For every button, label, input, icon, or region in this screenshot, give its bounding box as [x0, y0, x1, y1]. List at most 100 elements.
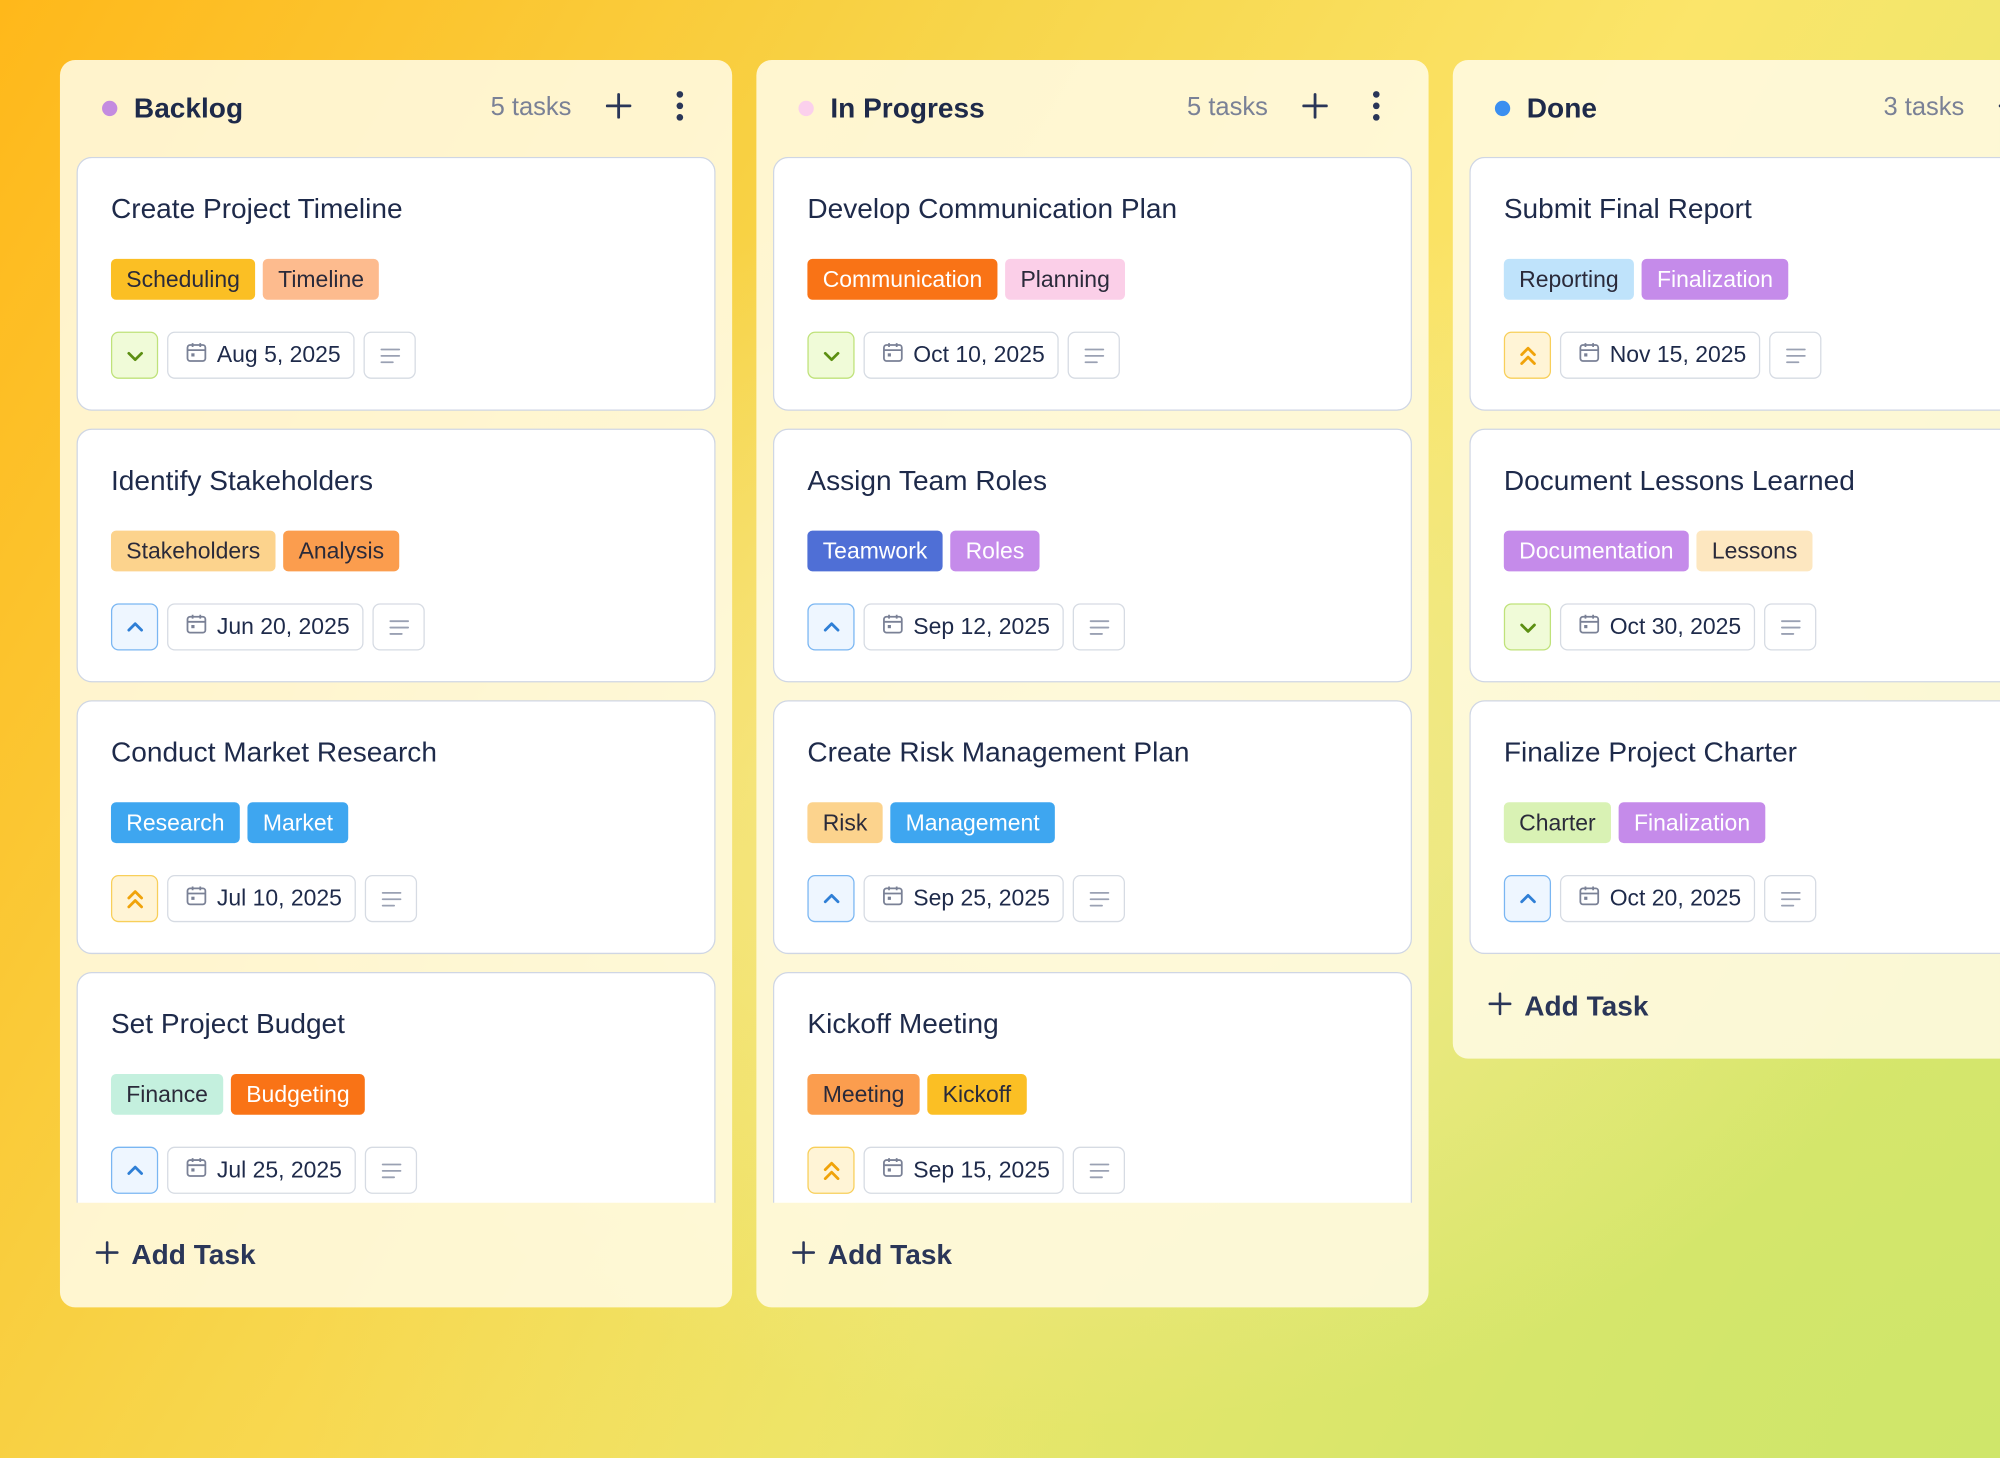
menu-button[interactable] — [1371, 91, 1381, 128]
task-card[interactable]: Document Lessons Learned Documentation Les… — [1469, 428, 2000, 683]
description-icon[interactable] — [1769, 331, 1822, 379]
priority-icon[interactable] — [807, 874, 855, 923]
due-date[interactable]: Sep 15, 2025 — [863, 1146, 1064, 1194]
add-button[interactable] — [605, 92, 632, 125]
tag: Timeline — [262, 258, 380, 300]
task-title: Finalize Project Charter — [1503, 735, 1798, 768]
due-date[interactable]: Oct 10, 2025 — [863, 331, 1059, 379]
column: Done 3 tasks Submit Final Report Reporting F… — [1452, 59, 2000, 1059]
task-card[interactable]: Set Project Budget Finance Budgeting Jul 25… — [76, 971, 716, 1203]
due-date[interactable]: Jun 20, 2025 — [167, 603, 364, 651]
description-icon[interactable] — [1072, 603, 1126, 651]
card-list: Develop Communication Plan Communication P… — [772, 156, 1412, 1203]
column-header: In Progress 5 tasks — [756, 60, 1428, 157]
task-meta: Aug 5, 2025 — [110, 331, 416, 379]
tag: Management — [890, 802, 1055, 844]
description-icon[interactable] — [363, 331, 416, 379]
task-card[interactable]: Finalize Project Charter Charter Finalizat… — [1469, 700, 2000, 955]
add-task-label: Add Task — [1524, 989, 1649, 1022]
task-card[interactable]: Submit Final Report Reporting Finalization… — [1469, 156, 2000, 411]
priority-icon[interactable] — [807, 1146, 855, 1194]
priority-icon[interactable] — [110, 331, 159, 379]
priority-icon[interactable] — [1503, 874, 1552, 923]
task-meta: Jul 25, 2025 — [110, 1146, 418, 1194]
tag: Kickoff — [927, 1073, 1027, 1115]
description-icon[interactable] — [1067, 331, 1120, 379]
task-title: Kickoff Meeting — [807, 1007, 999, 1040]
priority-icon[interactable] — [1503, 603, 1552, 651]
task-meta: Oct 30, 2025 — [1503, 603, 1817, 651]
column: Backlog 5 tasks Create Project Timeline Sch… — [59, 59, 733, 1308]
priority-icon[interactable] — [807, 331, 855, 379]
due-date[interactable]: Oct 20, 2025 — [1559, 874, 1756, 923]
task-title: Document Lessons Learned — [1503, 464, 1855, 497]
date-text: Nov 15, 2025 — [1609, 341, 1747, 368]
column: In Progress 5 tasks Develop Communication … — [756, 59, 1429, 1308]
task-title: Develop Communication Plan — [807, 192, 1178, 225]
priority-icon[interactable] — [110, 1146, 159, 1194]
status-dot — [1494, 100, 1511, 117]
task-meta: Oct 20, 2025 — [1503, 874, 1817, 923]
date-text: Oct 20, 2025 — [1609, 885, 1742, 911]
add-task-button[interactable]: Add Task — [1453, 954, 2000, 1059]
priority-icon[interactable] — [110, 874, 159, 923]
add-task-button[interactable]: Add Task — [60, 1203, 732, 1308]
description-icon[interactable] — [372, 603, 425, 651]
tag-list: Teamwork Roles — [807, 530, 1040, 572]
tag: Teamwork — [807, 530, 943, 572]
due-date[interactable]: Aug 5, 2025 — [167, 331, 355, 379]
tag-list: Documentation Lessons — [1503, 530, 1813, 572]
due-date[interactable]: Nov 15, 2025 — [1559, 331, 1761, 379]
priority-icon[interactable] — [110, 603, 159, 651]
calendar-icon — [186, 614, 207, 641]
tag-list: Charter Finalization — [1503, 802, 1766, 844]
description-icon[interactable] — [364, 1146, 418, 1194]
task-card[interactable]: Assign Team Roles Teamwork Roles Sep 12, 20… — [772, 428, 1412, 683]
due-date[interactable]: Jul 25, 2025 — [167, 1146, 356, 1194]
task-card[interactable]: Create Risk Management Plan Risk Managemen… — [772, 700, 1412, 955]
tag: Charter — [1503, 802, 1612, 844]
description-icon[interactable] — [1764, 874, 1817, 923]
column-title: Backlog — [133, 91, 244, 124]
task-card[interactable]: Identify Stakeholders Stakeholders Analysi… — [76, 428, 716, 683]
task-card[interactable]: Kickoff Meeting Meeting Kickoff Sep 15, 202… — [772, 971, 1412, 1203]
tag: Lessons — [1696, 530, 1813, 572]
task-meta: Sep 12, 2025 — [807, 603, 1126, 651]
date-text: Jun 20, 2025 — [216, 613, 350, 640]
due-date[interactable]: Oct 30, 2025 — [1559, 603, 1756, 651]
add-task-button[interactable]: Add Task — [756, 1203, 1428, 1308]
description-icon[interactable] — [364, 874, 418, 923]
plus-icon — [1488, 990, 1512, 1023]
status-dot — [798, 100, 814, 117]
tag: Finalization — [1618, 802, 1766, 844]
description-icon[interactable] — [1072, 874, 1126, 923]
menu-button[interactable] — [675, 91, 685, 128]
tag: Planning — [1005, 258, 1126, 300]
calendar-icon — [1579, 885, 1600, 912]
tag: Risk — [807, 802, 883, 844]
tag-list: Meeting Kickoff — [807, 1073, 1027, 1115]
task-meta: Jun 20, 2025 — [110, 603, 425, 651]
tag-list: Reporting Finalization — [1503, 258, 1789, 300]
add-button[interactable] — [1302, 92, 1328, 125]
due-date[interactable]: Sep 25, 2025 — [863, 874, 1064, 923]
due-date[interactable]: Sep 12, 2025 — [863, 603, 1064, 651]
description-icon[interactable] — [1764, 603, 1817, 651]
calendar-icon — [1579, 342, 1600, 369]
task-card[interactable]: Create Project Timeline Scheduling Timelin… — [76, 156, 716, 411]
calendar-icon — [883, 1157, 903, 1184]
task-count: 5 tasks — [490, 93, 572, 122]
task-card[interactable]: Develop Communication Plan Communication P… — [772, 156, 1412, 411]
column-header: Done 3 tasks — [1453, 60, 2000, 157]
description-icon[interactable] — [1072, 1146, 1126, 1194]
tag: Finance — [110, 1073, 224, 1115]
task-card[interactable]: Conduct Market Research Research Market Jul… — [76, 700, 716, 955]
date-text: Oct 30, 2025 — [1609, 613, 1742, 640]
tag: Market — [247, 802, 349, 844]
priority-icon[interactable] — [1503, 331, 1552, 379]
due-date[interactable]: Jul 10, 2025 — [167, 874, 356, 923]
priority-icon[interactable] — [807, 603, 855, 651]
tag: Meeting — [807, 1073, 920, 1115]
tag: Scheduling — [110, 258, 256, 300]
